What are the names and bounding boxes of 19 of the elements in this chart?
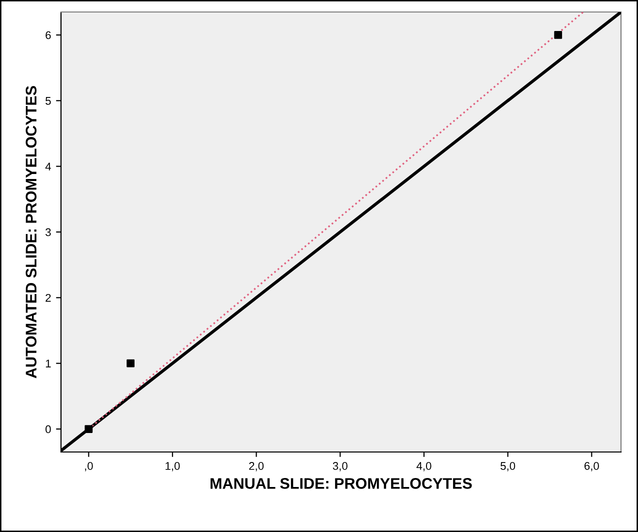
y-tick-label: 6	[46, 31, 51, 40]
point	[554, 31, 562, 39]
y-tick-label: 3	[46, 228, 51, 236]
x-tick-label: 3,0	[332, 462, 348, 472]
y-tick-label: 2	[46, 294, 51, 302]
y-tick-label: 0	[46, 425, 51, 434]
x-axis-title: MANUAL SLIDE: PROMYELOCYTES	[210, 478, 472, 489]
x-tick-label: 5,0	[500, 462, 516, 472]
x-tick-label: 1,0	[166, 462, 180, 472]
x-tick-label: 2,0	[249, 462, 264, 472]
point	[84, 425, 93, 433]
y-tick-label: 1	[46, 360, 51, 368]
x-tick-label: 6,0	[584, 462, 599, 472]
y-tick-label: 5	[46, 97, 51, 105]
y-tick-label: 4	[45, 162, 51, 170]
x-tick-label: ,0	[85, 462, 93, 472]
x-tick-label: 4,0	[416, 462, 432, 472]
y-axis-title: AUTOMATED SLIDE: PROMYELOCYTES	[26, 86, 37, 378]
point	[126, 359, 135, 368]
